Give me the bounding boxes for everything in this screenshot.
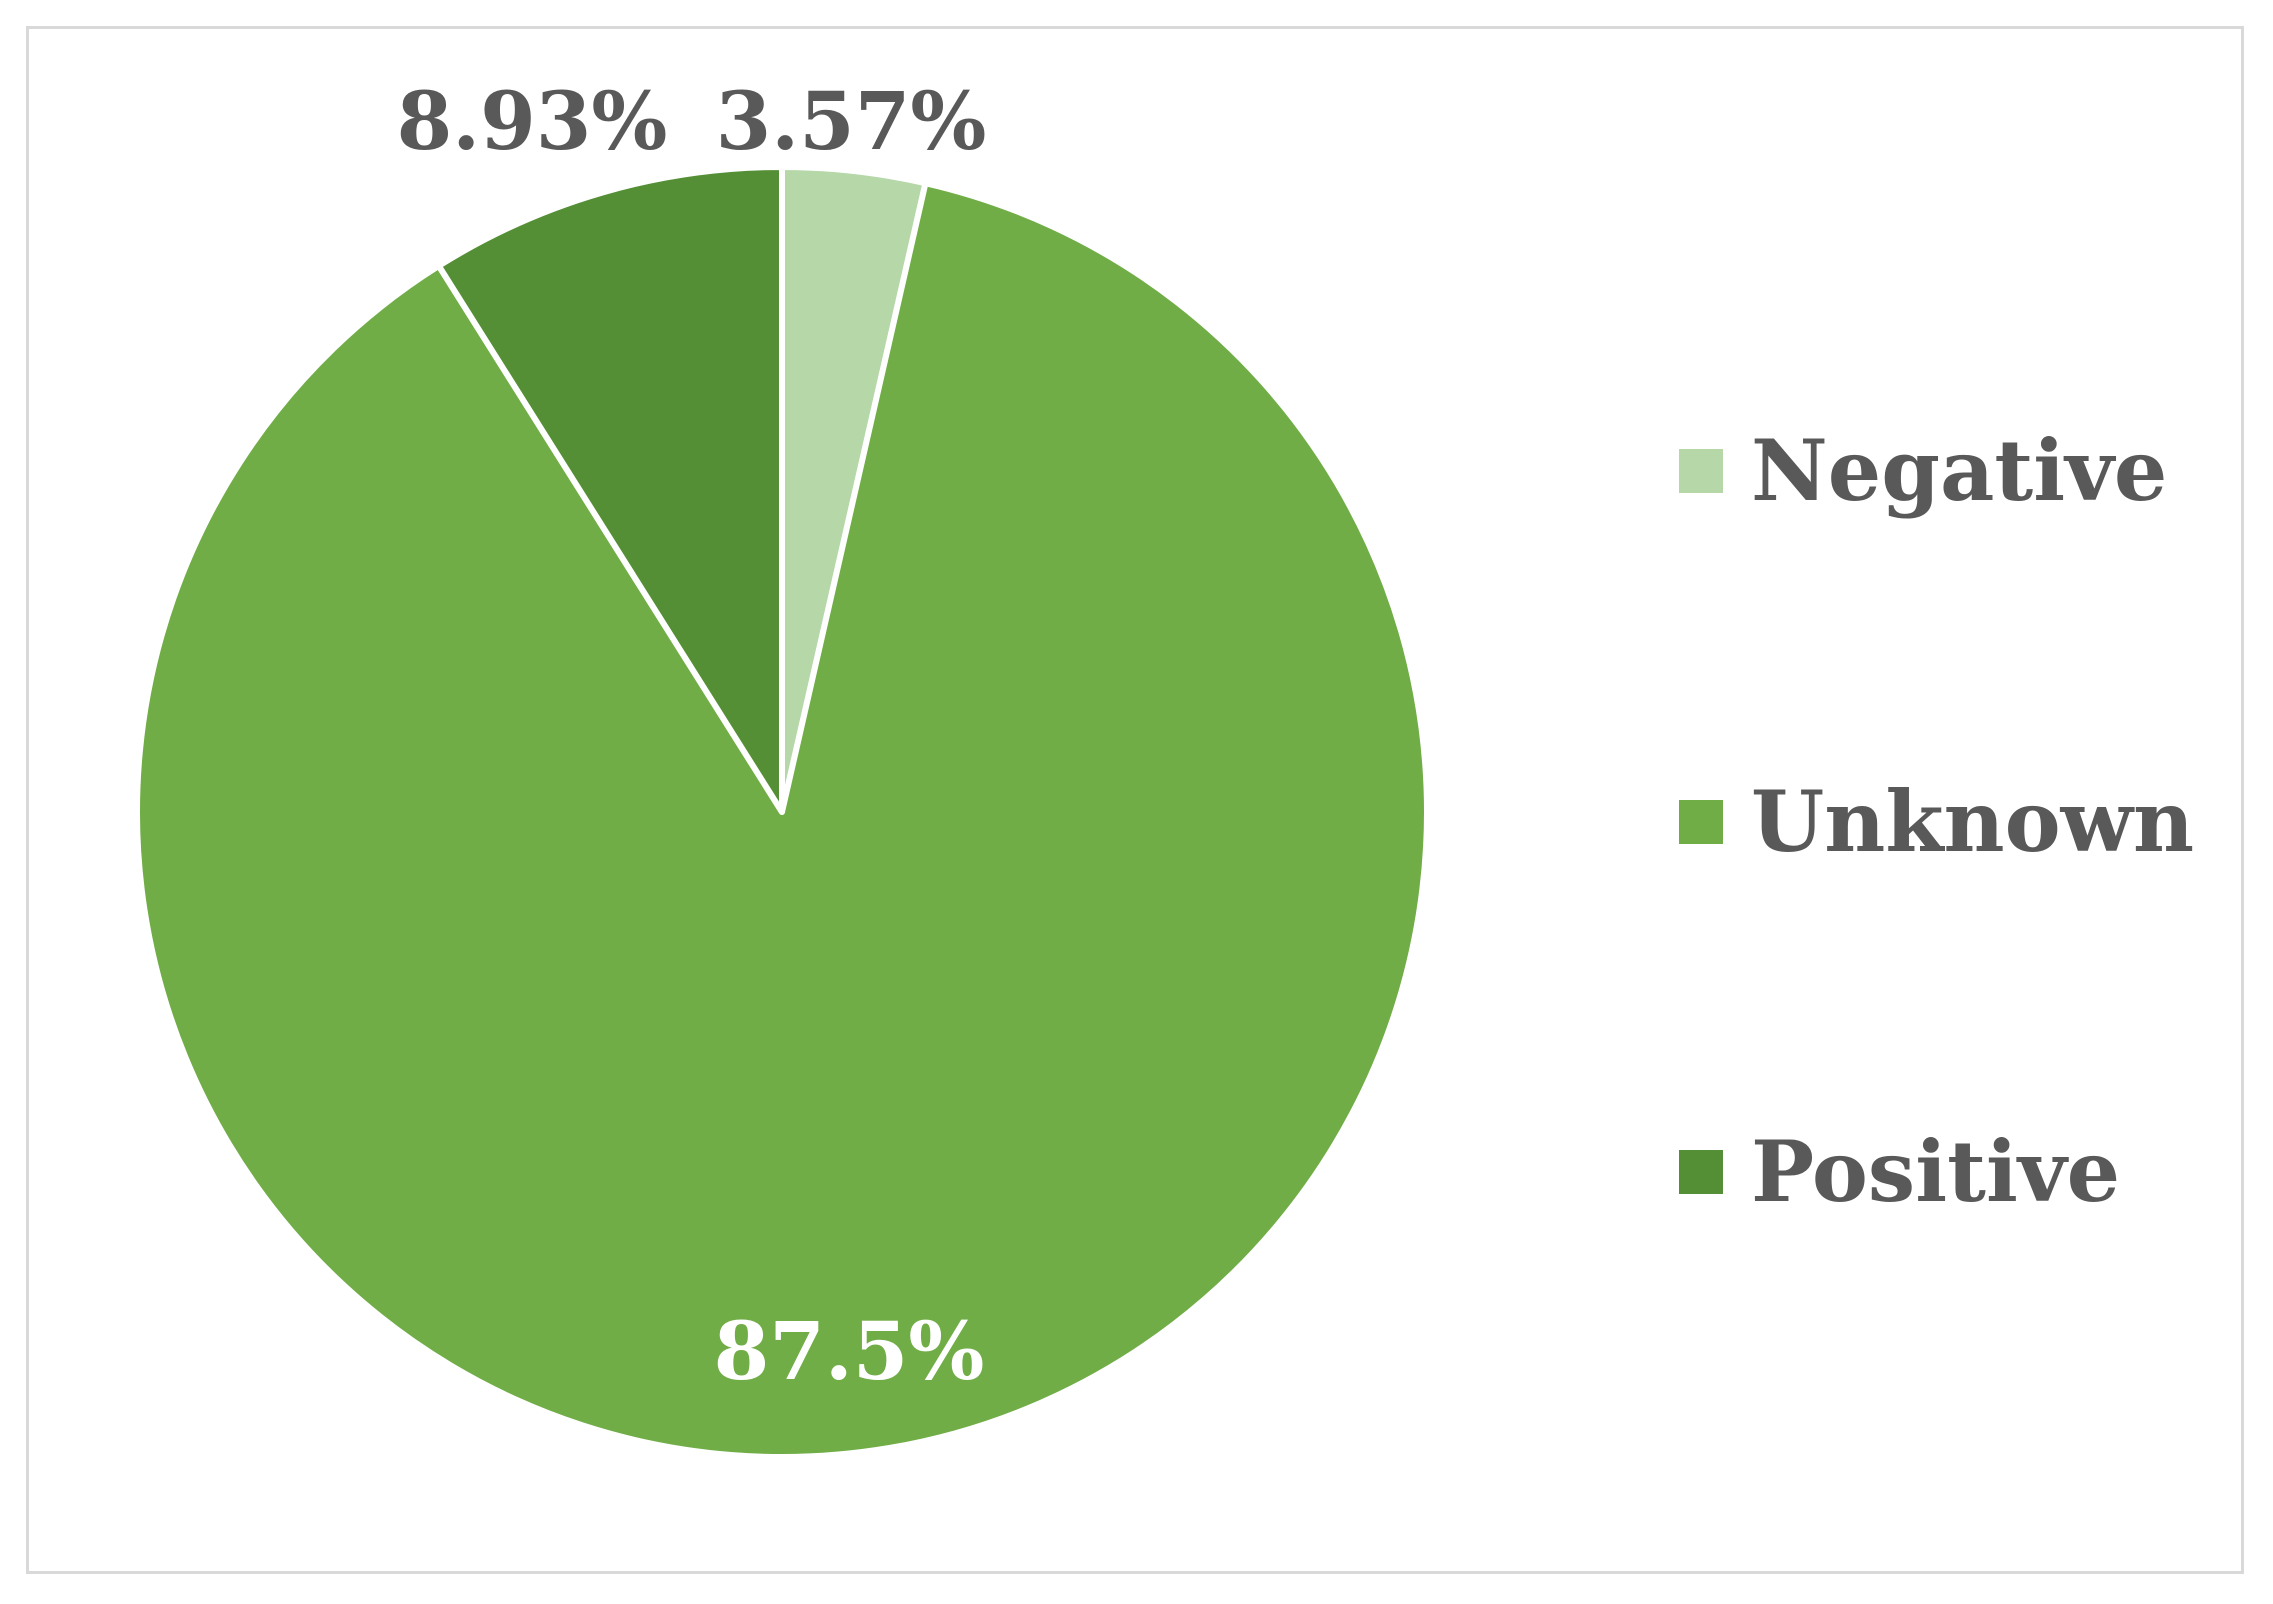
- pie-chart: 3.57% 87.5% 8.93%: [134, 74, 1430, 1460]
- pie-data-labels: 3.57% 87.5% 8.93%: [397, 74, 987, 1398]
- legend-label-positive: Positive: [1751, 1122, 2121, 1221]
- legend-item-unknown: Unknown: [1679, 772, 2195, 871]
- legend-label-unknown: Unknown: [1751, 772, 2195, 871]
- data-label-positive: 8.93%: [397, 74, 668, 168]
- data-label-unknown: 87.5%: [714, 1304, 985, 1398]
- legend-swatch-positive: [1679, 1150, 1723, 1194]
- data-label-negative: 3.57%: [716, 74, 987, 168]
- pie-slices: [134, 164, 1430, 1460]
- legend-label-negative: Negative: [1751, 421, 2168, 520]
- chart-frame: 3.57% 87.5% 8.93% Negative Unknown Positiv…: [26, 26, 2244, 1574]
- pie-slice-unknown: [134, 180, 1430, 1460]
- legend-item-negative: Negative: [1679, 421, 2168, 520]
- legend-swatch-unknown: [1679, 800, 1723, 844]
- legend-swatch-negative: [1679, 449, 1723, 493]
- legend-item-positive: Positive: [1679, 1122, 2121, 1221]
- pie-slice-positive: [435, 164, 785, 815]
